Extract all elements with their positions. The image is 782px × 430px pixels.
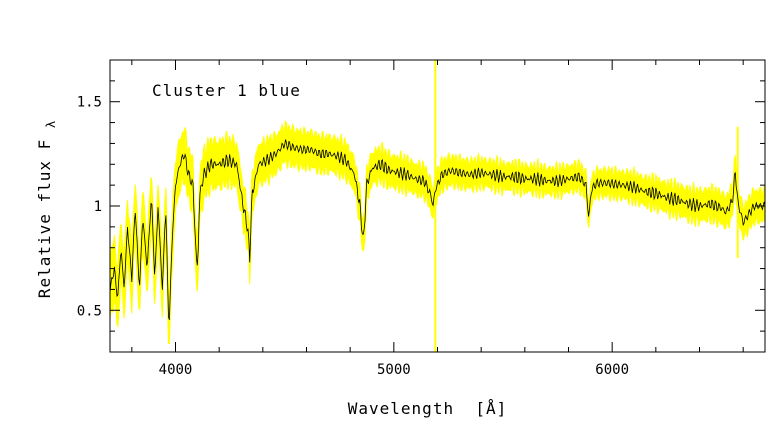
x-axis-title: Wavelength [Å] [348,399,508,418]
scatter-band-layer [109,60,766,352]
y-tick-label: 0.5 [77,303,102,319]
y-axis-title-subscript: λ [44,120,58,128]
mean-spectrum-line [109,139,766,321]
scatter-band [109,120,766,345]
y-tick-label: 1.5 [77,95,102,111]
y-axis-title-main: Relative flux F [35,139,54,299]
x-tick-label: 6000 [595,362,629,378]
x-tick-label: 4000 [159,362,193,378]
y-tick-label: 1 [94,199,102,215]
mean-spectrum-layer [109,139,766,321]
y-axis-title-group: Relative flux F λ [35,120,58,298]
chart-annotation: Cluster 1 blue [152,81,301,100]
y-axis-title: Relative flux F λ [35,120,58,298]
tick-layer: 4000 5000 6000 0.5 1 1.5 [77,60,765,378]
x-tick-label: 5000 [377,362,411,378]
